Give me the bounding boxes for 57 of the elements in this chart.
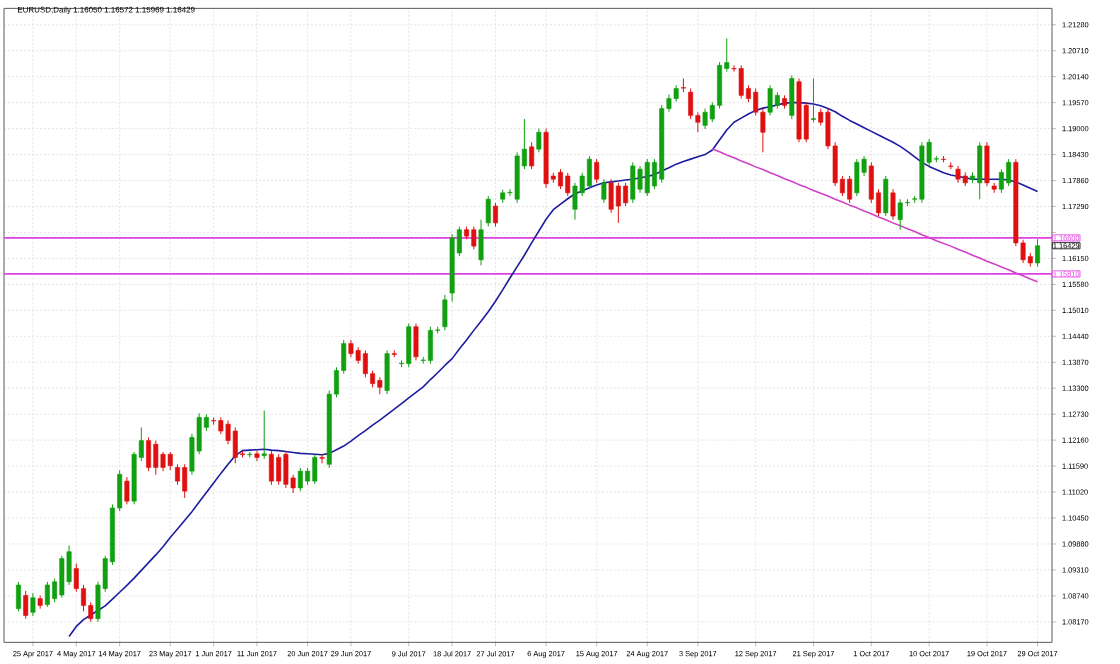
candlestick	[471, 225, 477, 250]
candlestick	[738, 64, 744, 99]
candlestick	[362, 349, 368, 378]
candlestick	[427, 326, 433, 364]
candlestick	[688, 87, 694, 120]
candlestick	[854, 158, 860, 197]
candlestick	[767, 84, 773, 116]
candlestick	[30, 592, 36, 617]
candlestick	[23, 590, 29, 620]
candlestick	[406, 322, 412, 368]
candlestick	[182, 463, 188, 499]
candlestick	[630, 161, 636, 204]
candlestick	[558, 168, 563, 190]
candlestick	[283, 450, 289, 489]
candlestick	[702, 107, 708, 130]
candlestick	[594, 158, 600, 184]
candlestick	[637, 165, 643, 194]
candlestick	[384, 349, 390, 395]
candlestick	[847, 175, 853, 204]
candlestick	[160, 451, 166, 472]
candlestick	[413, 322, 419, 361]
candlestick	[261, 409, 267, 460]
candlestick	[529, 141, 535, 170]
candlestick	[977, 141, 983, 200]
candlestick	[276, 453, 282, 486]
candlestick	[493, 202, 498, 227]
candlestick	[565, 172, 571, 197]
candlestick	[883, 175, 889, 217]
candlestick	[572, 182, 578, 221]
candlestick	[601, 178, 607, 204]
candlestick	[811, 77, 816, 123]
candlestick	[1035, 238, 1040, 267]
candlestick	[146, 436, 152, 472]
candlestick	[312, 453, 318, 485]
candlestick	[232, 426, 238, 464]
candlestick	[514, 151, 520, 204]
candlestick	[998, 168, 1004, 194]
candlestick	[268, 450, 274, 486]
candlestick	[890, 188, 896, 221]
candlestick	[254, 450, 260, 462]
candlestick	[297, 467, 303, 492]
candlestick	[644, 158, 650, 197]
candlestick	[1006, 158, 1012, 187]
candlestick	[897, 198, 903, 231]
candlestick	[623, 182, 629, 207]
candlestick	[175, 463, 180, 486]
candlestick	[789, 74, 795, 120]
candlestick	[536, 127, 542, 153]
candlestick	[44, 581, 50, 608]
candlestick	[615, 182, 621, 224]
candlestick	[124, 476, 130, 505]
candlestick	[608, 178, 614, 214]
candlestick	[167, 451, 173, 471]
candlestick	[153, 439, 159, 476]
candlestick	[16, 581, 21, 612]
candlestick	[984, 141, 990, 187]
candlestick	[586, 155, 592, 190]
